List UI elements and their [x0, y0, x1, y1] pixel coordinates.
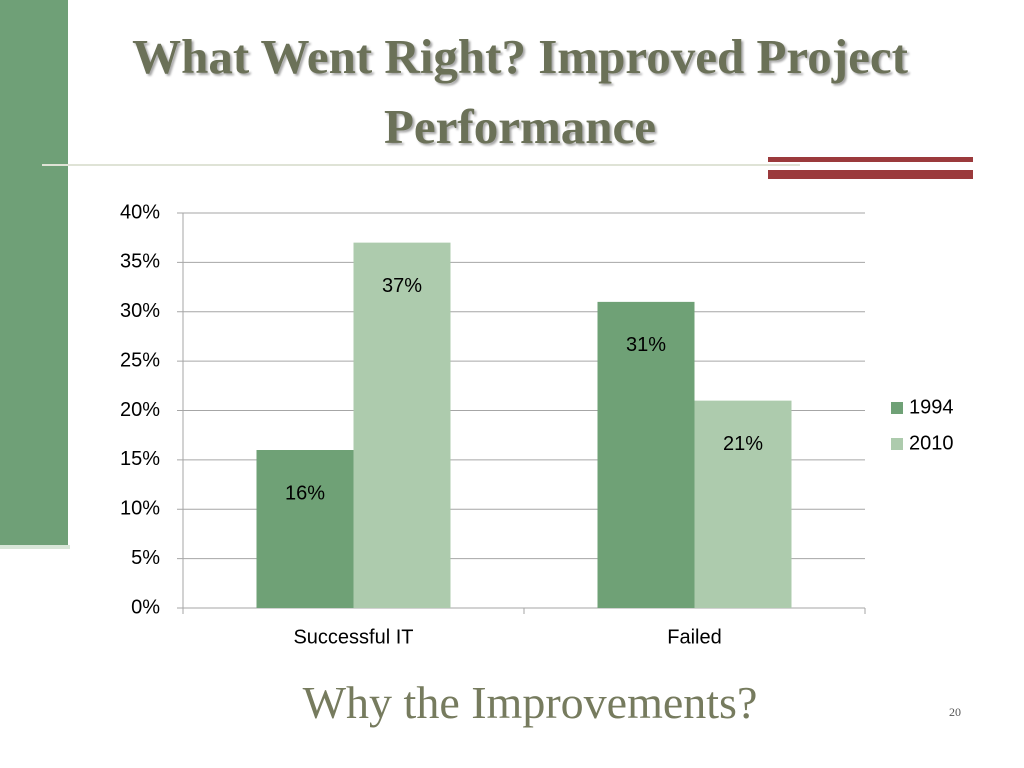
y-tick-label: 0% — [131, 596, 160, 618]
legend-label: 1994 — [909, 396, 954, 418]
y-tick-label: 20% — [120, 399, 160, 421]
x-tick-label: Successful IT — [293, 626, 413, 648]
slide-heading: Why the Improvements? — [302, 677, 758, 728]
bar — [694, 400, 792, 608]
slide-number: 20 — [949, 705, 961, 719]
legend-label: 2010 — [909, 432, 954, 454]
bar — [597, 301, 695, 608]
value-label: 31% — [626, 334, 666, 356]
value-label: 16% — [285, 482, 325, 504]
bar — [353, 242, 451, 608]
y-tick-label: 40% — [120, 201, 160, 223]
y-tick-label: 10% — [120, 498, 160, 520]
side-shadow — [0, 545, 70, 549]
y-tick-label: 5% — [131, 547, 160, 569]
y-tick-label: 25% — [120, 349, 160, 371]
accent — [768, 170, 973, 179]
legend-swatch — [891, 402, 903, 414]
y-tick-label: 30% — [120, 300, 160, 322]
y-tick-label: 15% — [120, 448, 160, 470]
value-label: 21% — [723, 433, 763, 455]
y-tick-label: 35% — [120, 251, 160, 273]
value-label: 37% — [382, 275, 422, 297]
chart-title: What Went Right? Improved Project Perfor… — [132, 29, 908, 154]
side-band — [0, 0, 68, 545]
bar — [256, 450, 354, 608]
accent — [768, 157, 973, 162]
legend-swatch — [891, 438, 903, 450]
x-tick-label: Failed — [667, 626, 721, 648]
